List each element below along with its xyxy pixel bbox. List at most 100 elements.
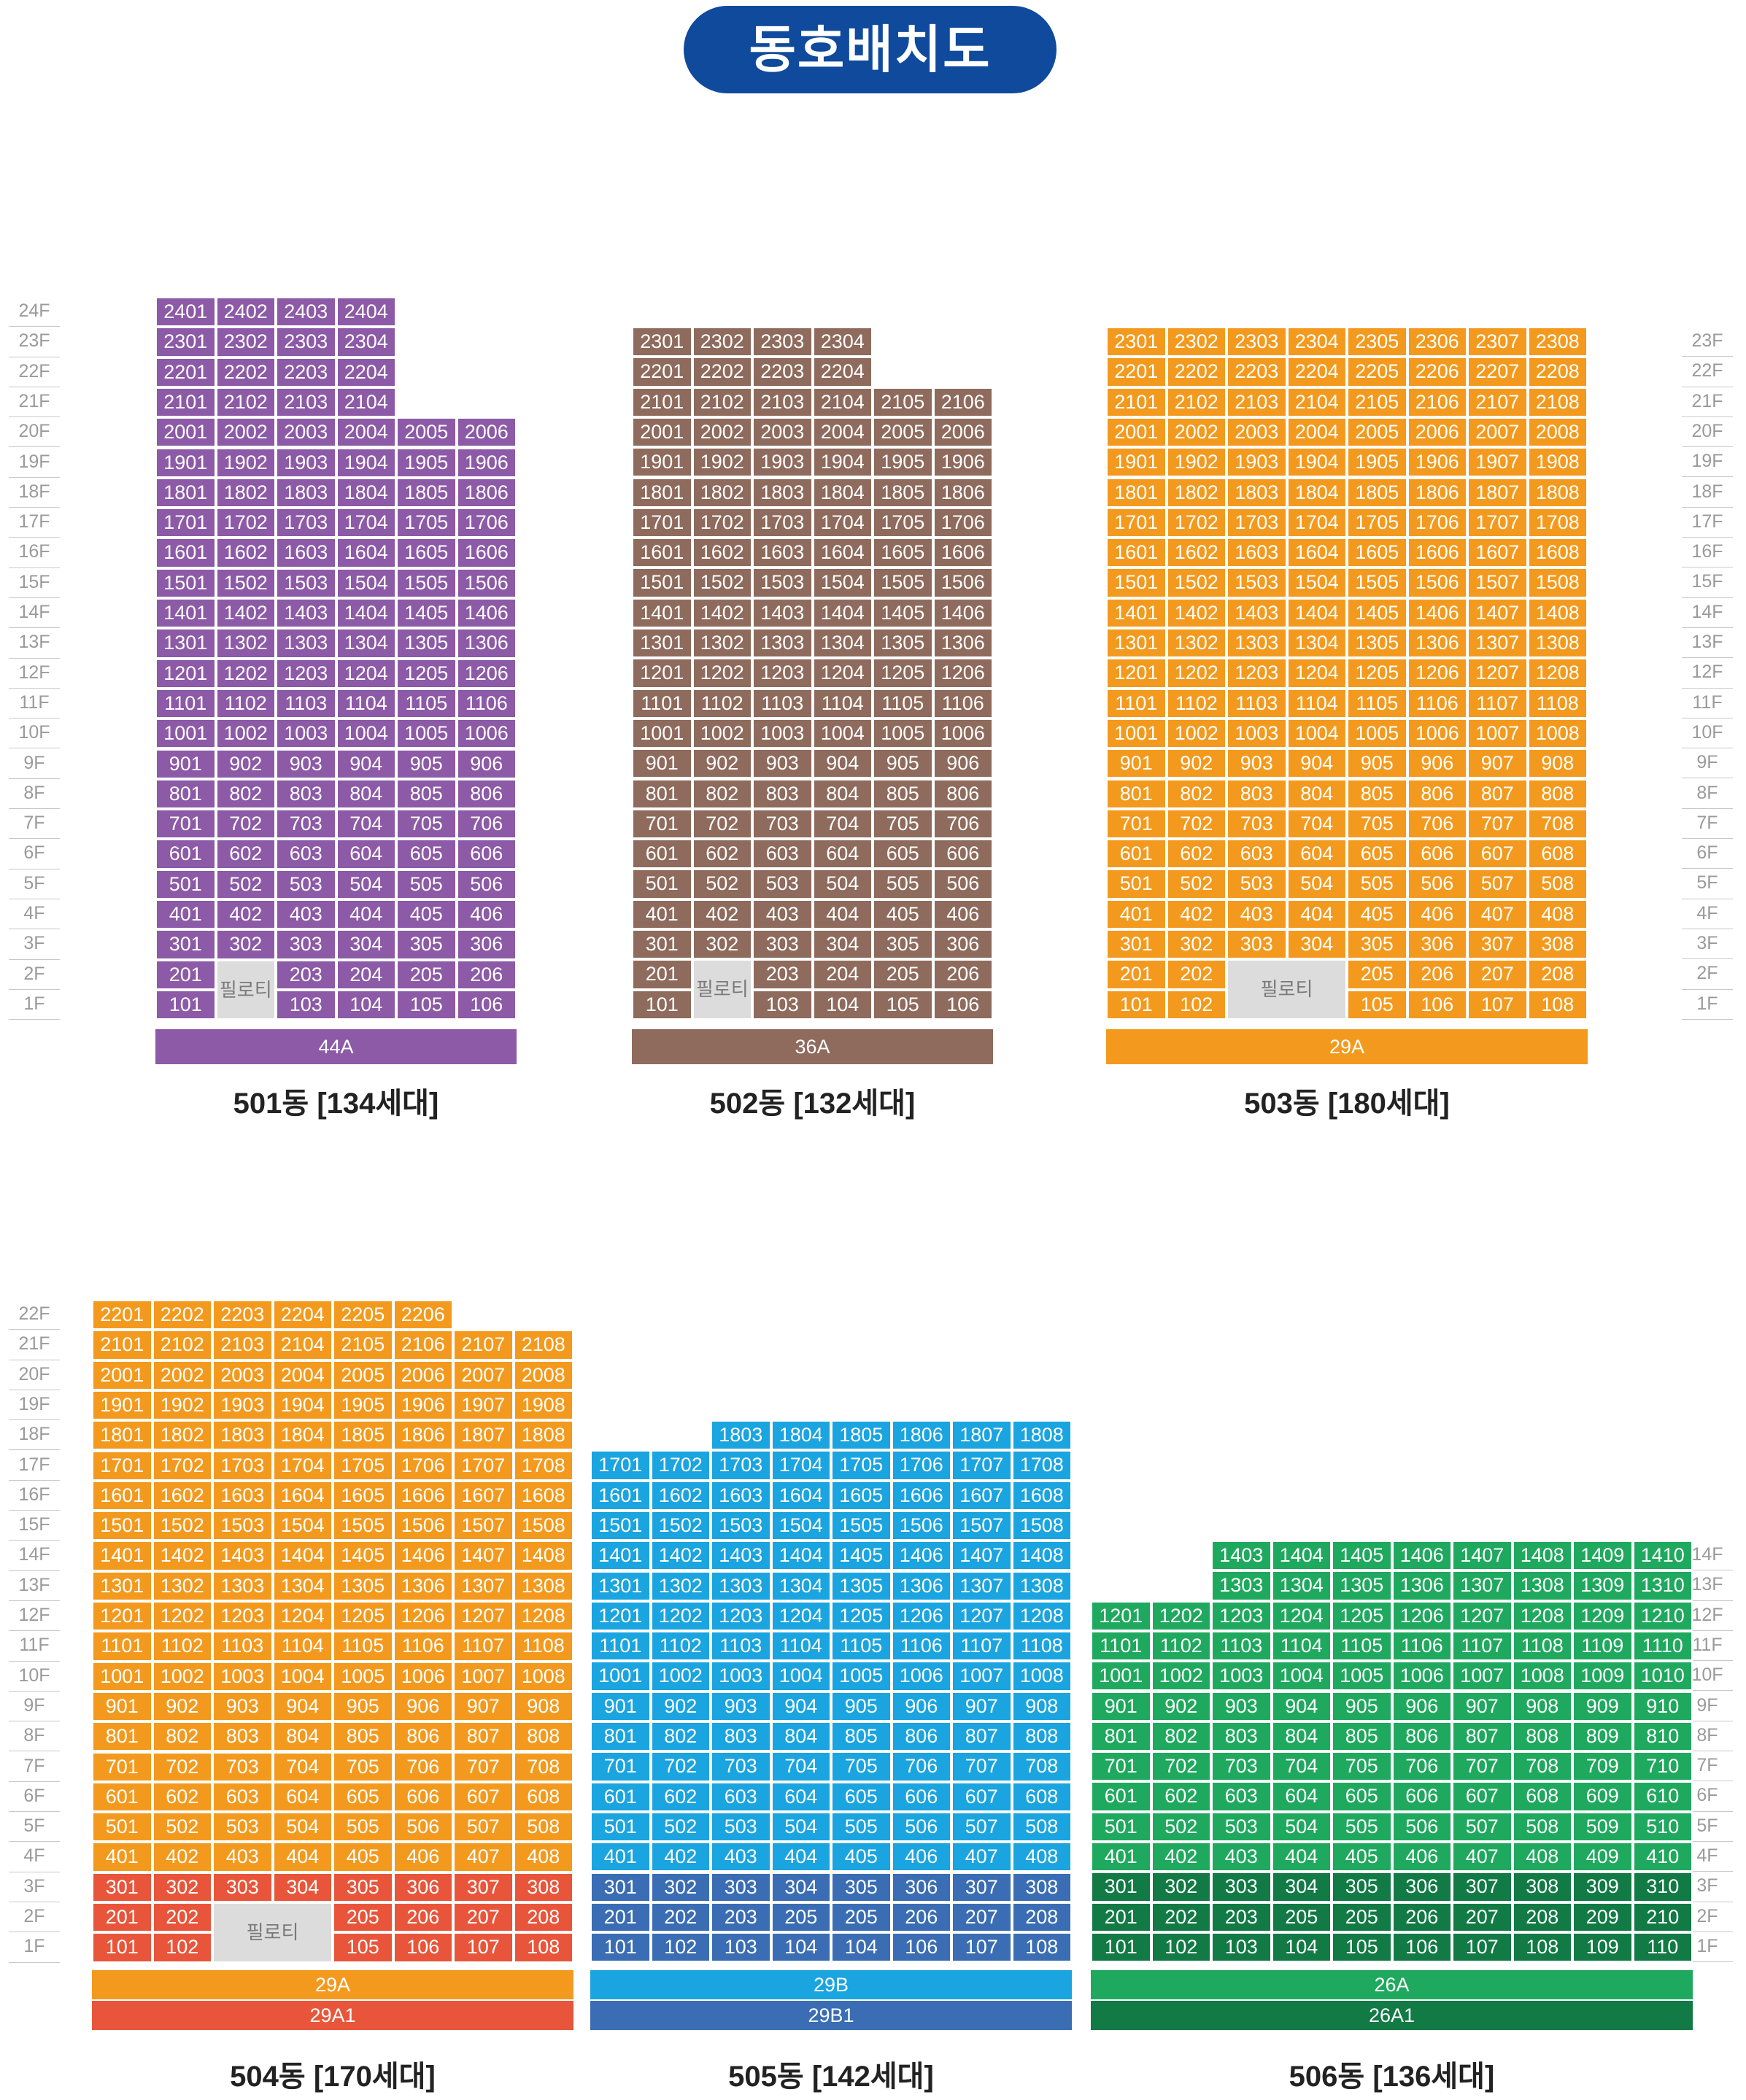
unit-cell: 803 [1227,778,1287,809]
unit-cell: 1008 [1011,1661,1072,1692]
unit-type-band: 29A [1106,1029,1588,1064]
unit-cell: 503 [212,1812,273,1843]
unit-cell: 1502 [1166,567,1227,598]
unit-cell: 805 [831,1721,892,1752]
unit-cell: 803 [752,778,813,809]
unit-cell: 2105 [873,387,933,417]
unit-cell: 609 [1572,1781,1633,1812]
unit-cell: 2403 [276,297,336,328]
unit-cell: 404 [1271,1842,1332,1872]
unit-cell: 1507 [951,1510,1012,1541]
unit-cell: 801 [632,778,692,809]
unit-cell: 1005 [873,718,933,749]
unit-cell: 1106 [456,688,517,719]
unit-cell: 2303 [276,327,336,357]
unit-cell: 1701 [1106,507,1167,538]
floor-label: 9F [9,1692,60,1722]
unit-cell: 1707 [453,1450,514,1481]
unit-cell: 1702 [1166,507,1227,538]
unit-cell: 1109 [1572,1630,1633,1662]
pilotis-block: 필로티 [692,959,752,1020]
unit-cell: 1804 [1286,477,1347,508]
unit-cell: 1305 [1347,628,1407,659]
unit-cell: 906 [1391,1691,1452,1721]
unit-cell: 507 [1452,1811,1513,1842]
unit-cell: 1905 [333,1390,393,1421]
unit-cell: 1305 [831,1570,892,1601]
unit-cell: 1706 [456,508,517,538]
unit-cell: 1508 [513,1511,573,1541]
unit-cell: 508 [513,1812,573,1843]
unit-cell: 1308 [513,1570,573,1601]
unit-cell: 1103 [212,1631,273,1662]
unit-cell: 1001 [1091,1661,1151,1692]
unit-cell: 1502 [650,1510,711,1541]
pilotis-block: 필로티 [212,1902,333,1963]
unit-cell: 1307 [1467,628,1528,659]
unit-cell: 603 [711,1781,771,1812]
unit-cell: 705 [396,809,457,840]
unit-cell: 1003 [1211,1661,1272,1692]
unit-cell: 1703 [212,1450,273,1481]
floor-label: 6F [1682,839,1733,869]
unit-cell: 802 [1166,778,1227,809]
unit-cell: 603 [212,1781,273,1813]
unit-cell: 2306 [1407,327,1467,357]
unit-cell: 803 [276,778,336,810]
unit-cell: 103 [752,989,813,1020]
unit-cell: 1106 [932,688,993,718]
unit-cell: 1804 [336,477,396,508]
unit-cell: 208 [513,1902,573,1933]
unit-cell: 906 [456,748,517,779]
unit-cell: 1604 [336,538,396,568]
unit-cell: 1507 [1467,567,1528,598]
unit-cell: 1202 [692,658,752,689]
unit-cell: 302 [650,1872,711,1902]
unit-cell: 904 [336,748,396,779]
unit-cell: 1108 [513,1631,573,1662]
unit-cell: 1105 [1332,1630,1392,1662]
unit-cell: 807 [1467,778,1528,809]
unit-cell: 1106 [891,1631,951,1662]
unit-cell: 305 [333,1872,393,1902]
unit-cell: 1507 [453,1511,514,1541]
unit-cell: 1605 [1347,538,1407,568]
unit-cell: 1701 [155,508,216,538]
unit-cell: 1301 [632,628,692,659]
unit-cell: 1202 [1166,658,1227,689]
unit-cell: 1104 [812,688,873,718]
unit-cell: 904 [1271,1691,1332,1721]
unit-cell: 501 [590,1811,651,1843]
unit-cell: 1402 [692,597,752,628]
unit-cell: 1305 [333,1570,393,1601]
unit-cell: 1801 [1106,477,1167,508]
unit-cell: 304 [1286,929,1347,960]
unit-cell: 504 [812,869,873,899]
unit-cell: 707 [951,1751,1012,1782]
unit-cell: 1105 [1347,688,1407,718]
unit-cell: 503 [711,1811,771,1843]
unit-cell: 1204 [1286,658,1347,689]
unit-cell: 1102 [1151,1630,1211,1662]
unit-cell: 1501 [92,1511,152,1541]
unit-cell: 1803 [752,477,813,508]
unit-cell: 603 [752,839,813,869]
unit-cell: 301 [632,929,692,960]
unit-cell: 1908 [513,1390,573,1421]
floor-label: 3F [1682,929,1733,960]
unit-cell: 2003 [276,417,336,448]
unit-cell: 703 [212,1751,273,1782]
unit-cell: 704 [770,1751,831,1782]
unit-cell: 1201 [155,658,216,689]
unit-cell: 606 [1391,1781,1452,1812]
unit-cell: 2106 [932,387,993,417]
unit-cell: 606 [1407,839,1467,869]
unit-cell: 307 [453,1872,514,1902]
unit-cell: 2002 [152,1360,212,1390]
floor-label: 15F [9,1511,60,1541]
unit-cell: 1204 [1271,1600,1332,1631]
unit-cell: 1707 [951,1450,1012,1481]
unit-cell: 909 [1572,1691,1633,1721]
unit-cell: 1405 [1347,597,1407,628]
unit-cell: 303 [1211,1872,1272,1902]
